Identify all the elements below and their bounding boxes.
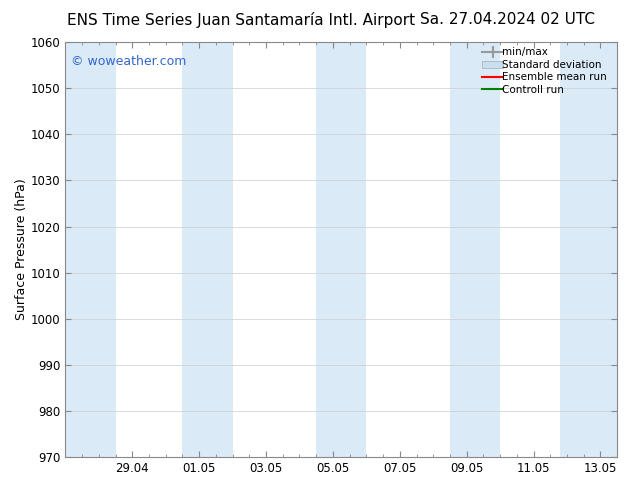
Bar [65, 42, 115, 457]
Text: © woweather.com: © woweather.com [71, 54, 186, 68]
Bar [450, 42, 500, 457]
Legend: min/max, Standard deviation, Ensemble mean run, Controll run: min/max, Standard deviation, Ensemble me… [482, 47, 612, 95]
Text: Sa. 27.04.2024 02 UTC: Sa. 27.04.2024 02 UTC [420, 12, 595, 27]
Text: ENS Time Series Juan Santamaría Intl. Airport: ENS Time Series Juan Santamaría Intl. Ai… [67, 12, 415, 28]
Y-axis label: Surface Pressure (hPa): Surface Pressure (hPa) [15, 179, 28, 320]
Bar [560, 42, 618, 457]
Bar [183, 42, 233, 457]
Bar [316, 42, 366, 457]
